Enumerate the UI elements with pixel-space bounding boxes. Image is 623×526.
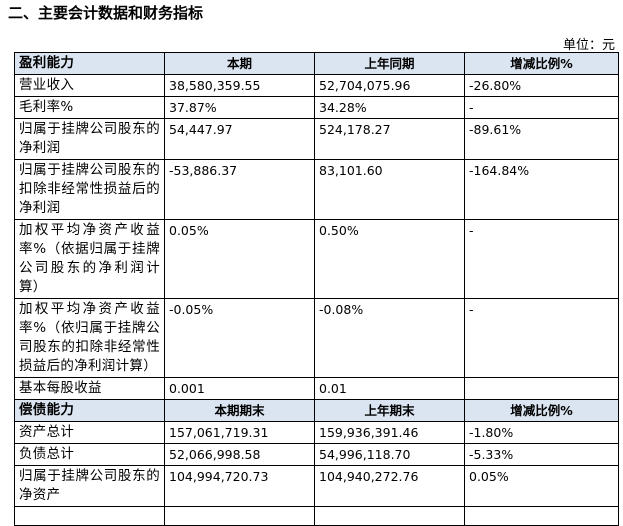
- header-cell: 本期期末: [164, 399, 315, 422]
- page: 二、主要会计数据和财务指标 单位：元 盈利能力 本期 上年同期 增减比例% 营业收入 38…: [8, 4, 619, 526]
- data-row: 负债总计 52,066,998.58 54,996,118.70 -5.33%: [14, 443, 619, 466]
- financial-table: 盈利能力 本期 上年同期 增减比例% 营业收入 38,580,359.55 52,704,0…: [14, 52, 619, 526]
- data-row: 基本每股收益 0.001 0.01: [14, 377, 619, 400]
- cell: 资产总计: [14, 421, 165, 444]
- header-cell: 增减比例%: [464, 399, 619, 422]
- cell: 159,936,391.46: [314, 421, 465, 444]
- table-body: 盈利能力 本期 上年同期 增减比例% 营业收入 38,580,359.55 52,704,0…: [14, 52, 619, 526]
- cell: 54,996,118.70: [314, 443, 465, 466]
- cell: 52,066,998.58: [164, 443, 315, 466]
- cell: 524,178.27: [314, 118, 465, 160]
- cell: 83,101.60: [314, 159, 465, 220]
- empty-cell: [314, 506, 465, 526]
- cell: 归属于挂牌公司股东的净资产: [14, 465, 165, 507]
- cell: -26.80%: [464, 74, 619, 97]
- header-cell: 上年期末: [314, 399, 465, 422]
- cell: 52,704,075.96: [314, 74, 465, 97]
- cell: 38,580,359.55: [164, 74, 315, 97]
- empty-cell: [464, 506, 619, 526]
- data-row: 营业收入 38,580,359.55 52,704,075.96 -26.80%: [14, 74, 619, 97]
- cell: 0.50%: [314, 219, 465, 299]
- header-row: 盈利能力 本期 上年同期 增减比例%: [14, 52, 619, 75]
- header-cell: 上年同期: [314, 52, 465, 75]
- cell: -1.80%: [464, 421, 619, 444]
- data-row: 归属于挂牌公司股东的净资产 104,994,720.73 104,940,272.7…: [14, 465, 619, 507]
- cell: -89.61%: [464, 118, 619, 160]
- header-cell: 增减比例%: [464, 52, 619, 75]
- cell: -164.84%: [464, 159, 619, 220]
- cell: 营业收入: [14, 74, 165, 97]
- cell: 负债总计: [14, 443, 165, 466]
- empty-cell: [164, 506, 315, 526]
- cell: -53,886.37: [164, 159, 315, 220]
- empty-cell: [14, 506, 165, 526]
- cell: -0.08%: [314, 298, 465, 378]
- cell: -: [464, 219, 619, 299]
- cell: 0.01: [314, 377, 465, 400]
- cell: 104,994,720.73: [164, 465, 315, 507]
- cell: -5.33%: [464, 443, 619, 466]
- cell: 157,061,719.31: [164, 421, 315, 444]
- cell: [464, 377, 619, 400]
- cell: 加权平均净资产收益率%（依据归属于挂牌公司股东的净利润计算）: [14, 219, 165, 299]
- cell: 54,447.97: [164, 118, 315, 160]
- section-title: 二、主要会计数据和财务指标: [8, 4, 204, 22]
- cell: -: [464, 96, 619, 119]
- data-row: 加权平均净资产收益率%（依据归属于挂牌公司股东的净利润计算） 0.05% 0.50%…: [14, 219, 619, 299]
- cell: -: [464, 298, 619, 378]
- empty-row: [14, 506, 619, 526]
- data-row: 归属于挂牌公司股东的净利润 54,447.97 524,178.27 -89.61%: [14, 118, 619, 160]
- data-row: 毛利率% 37.87% 34.28% -: [14, 96, 619, 119]
- data-row: 归属于挂牌公司股东的扣除非经常性损益后的净利润 -53,886.37 83,101.…: [14, 159, 619, 220]
- cell: 基本每股收益: [14, 377, 165, 400]
- header-row: 偿债能力 本期期末 上年期末 增减比例%: [14, 399, 619, 422]
- cell: 归属于挂牌公司股东的净利润: [14, 118, 165, 160]
- cell: 毛利率%: [14, 96, 165, 119]
- cell: 0.05%: [464, 465, 619, 507]
- cell: 104,940,272.76: [314, 465, 465, 507]
- cell: -0.05%: [164, 298, 315, 378]
- header-cell: 盈利能力: [14, 52, 165, 75]
- data-row: 资产总计 157,061,719.31 159,936,391.46 -1.80%: [14, 421, 619, 444]
- cell: 加权平均净资产收益率%（依归属于挂牌公司股东的扣除非经常性损益后的净利润计算）: [14, 298, 165, 378]
- unit-label: 单位：元: [562, 38, 615, 53]
- cell: 34.28%: [314, 96, 465, 119]
- data-row: 加权平均净资产收益率%（依归属于挂牌公司股东的扣除非经常性损益后的净利润计算） -…: [14, 298, 619, 378]
- header-cell: 本期: [164, 52, 315, 75]
- cell: 0.001: [164, 377, 315, 400]
- cell: 0.05%: [164, 219, 315, 299]
- cell: 37.87%: [164, 96, 315, 119]
- cell: 归属于挂牌公司股东的扣除非经常性损益后的净利润: [14, 159, 165, 220]
- header-cell: 偿债能力: [14, 399, 165, 422]
